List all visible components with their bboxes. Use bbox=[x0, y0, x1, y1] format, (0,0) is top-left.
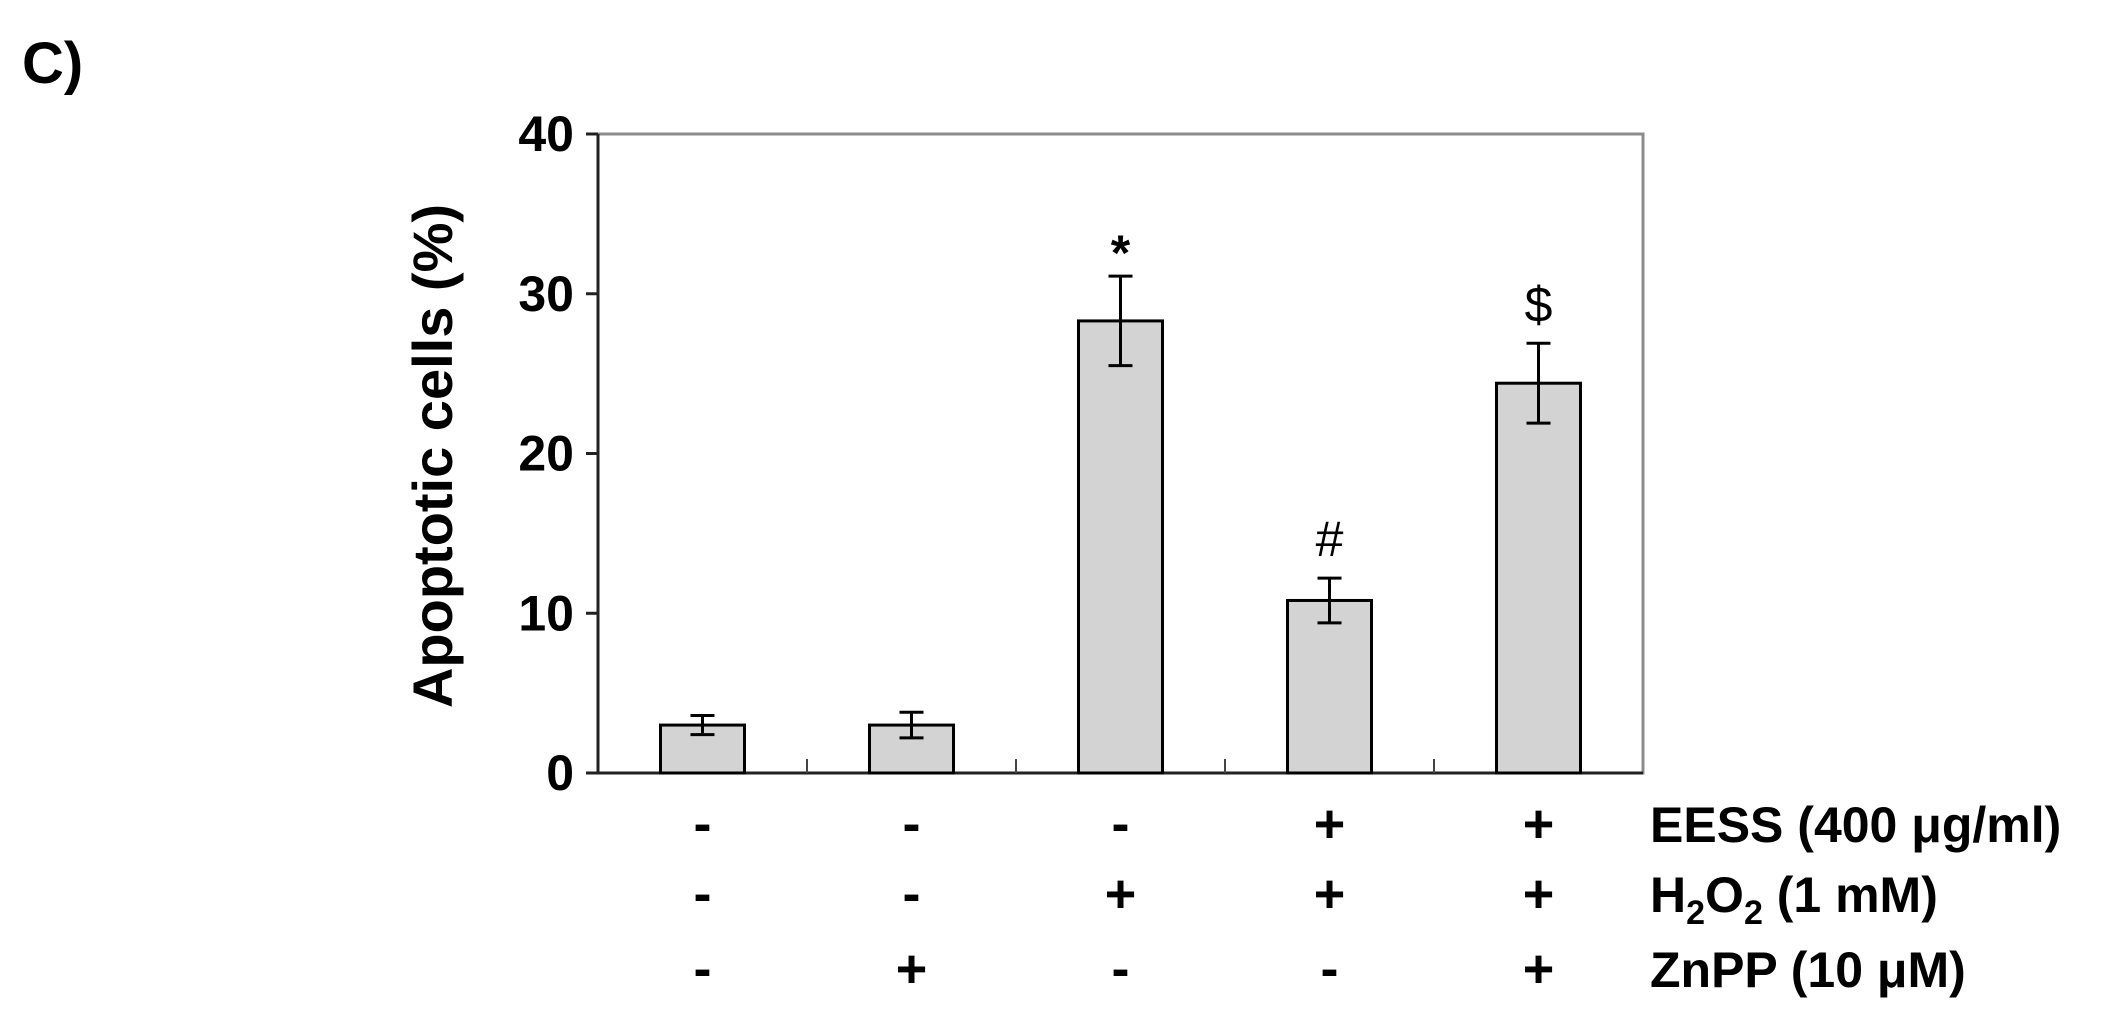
treatment-sign: + bbox=[1523, 864, 1555, 924]
y-tick-label: 0 bbox=[546, 745, 574, 801]
treatment-label-h2o2: H2O2 (1 mM) bbox=[1650, 867, 1938, 932]
treatment-sign: - bbox=[903, 864, 921, 924]
treatment-sign: + bbox=[1523, 939, 1555, 999]
y-tick-label: 40 bbox=[518, 106, 574, 162]
y-tick-label: 30 bbox=[518, 266, 574, 322]
bar bbox=[1286, 598, 1373, 775]
bar bbox=[1495, 381, 1582, 775]
treatment-label: ZnPP (10 μM) bbox=[1650, 942, 1966, 998]
h2o2-sub1: 2 bbox=[1686, 894, 1705, 932]
labels: - - - + + EESS (400 μg/ml) - - + + + - + - - + ZnPP (10 … bbox=[694, 794, 2062, 999]
h2o2-sub2: 2 bbox=[1744, 894, 1763, 932]
treatment-label: EESS (400 μg/ml) bbox=[1650, 797, 2061, 853]
y-tick-label: 20 bbox=[518, 426, 574, 482]
treatment-sign: - bbox=[694, 794, 712, 854]
axes: 0 10 20 30 40 bbox=[518, 106, 1645, 801]
treatment-sign: + bbox=[896, 939, 928, 999]
treatment-sign: - bbox=[1112, 794, 1130, 854]
h2o2-h: H bbox=[1650, 867, 1686, 923]
y-axis-title: Apoptotic cells (%) bbox=[401, 204, 464, 708]
treatment-sign: - bbox=[694, 939, 712, 999]
h2o2-o: O bbox=[1705, 867, 1744, 923]
treatment-sign: - bbox=[1112, 939, 1130, 999]
h2o2-rest: (1 mM) bbox=[1763, 867, 1938, 923]
treatment-sign: + bbox=[1105, 864, 1137, 924]
panel-label: C) bbox=[22, 31, 84, 96]
treatment-sign: - bbox=[903, 794, 921, 854]
bar bbox=[1077, 319, 1164, 775]
significance-marker: $ bbox=[1525, 276, 1553, 332]
treatment-sign: + bbox=[1314, 864, 1346, 924]
treatment-sign: + bbox=[1523, 794, 1555, 854]
significance-marker: * bbox=[1111, 225, 1131, 281]
significance-marker: # bbox=[1316, 511, 1344, 567]
bars: * # $ bbox=[659, 225, 1582, 775]
y-tick-label: 10 bbox=[518, 585, 574, 641]
treatment-sign: + bbox=[1314, 794, 1346, 854]
treatment-sign: - bbox=[1321, 939, 1339, 999]
treatment-sign: - bbox=[694, 864, 712, 924]
